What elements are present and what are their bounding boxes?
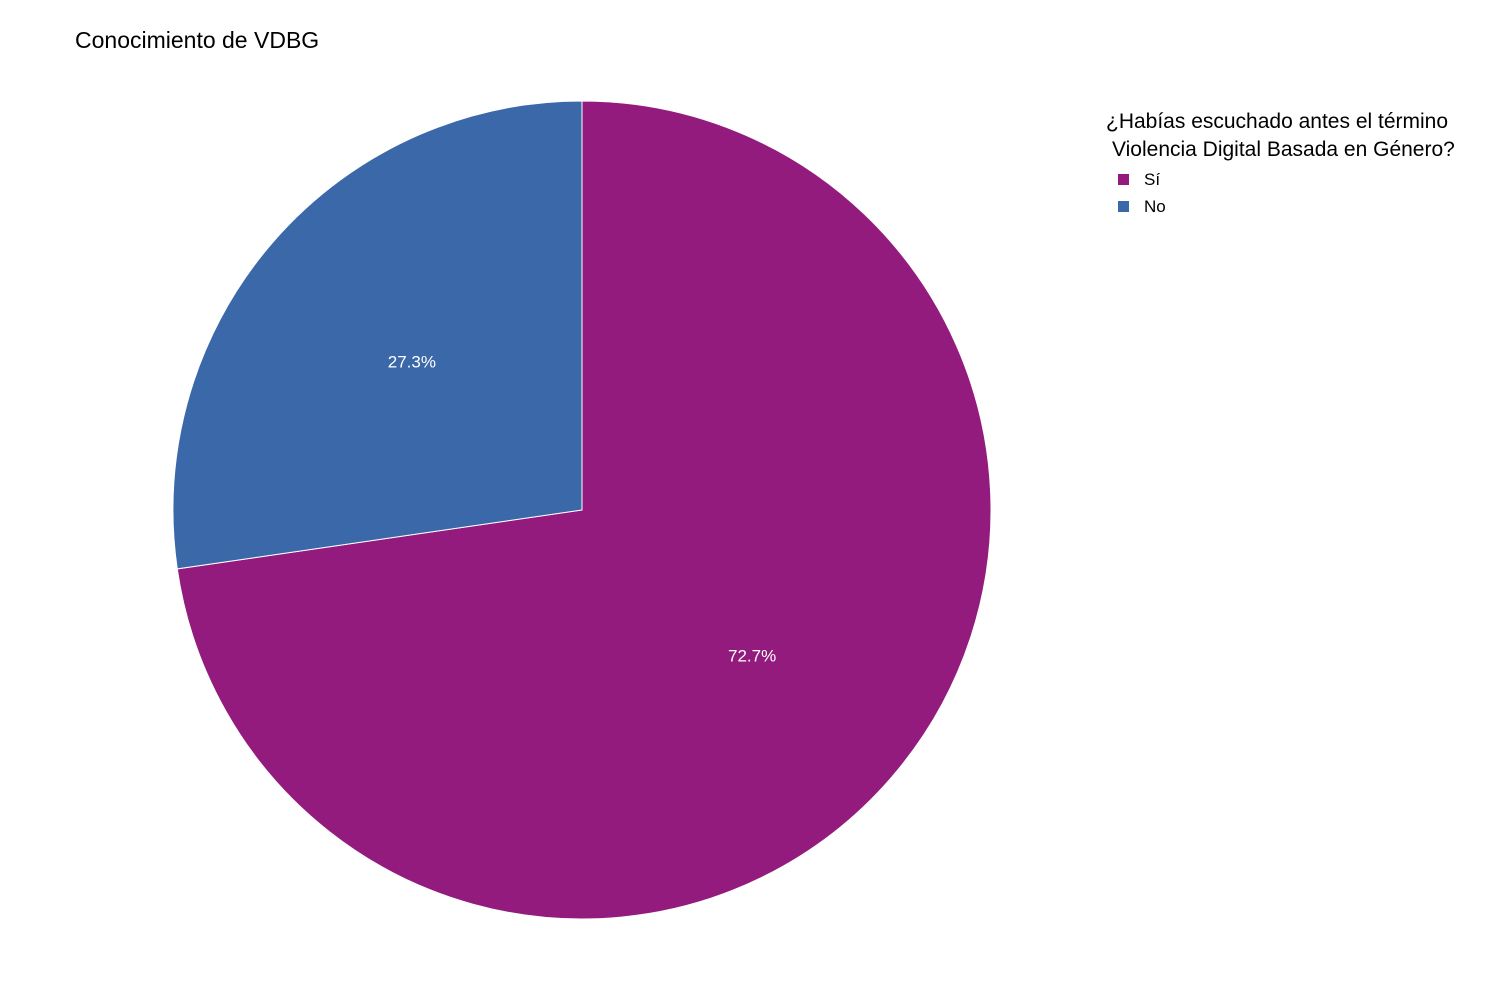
legend-title-line-2: Violencia Digital Basada en Género?: [1112, 138, 1455, 161]
legend-swatch-no: [1118, 201, 1129, 212]
pie-slices: [172, 100, 992, 920]
legend-item-si: Sí: [1118, 166, 1455, 193]
legend-item-no: No: [1118, 193, 1455, 220]
legend-label-no: No: [1144, 196, 1166, 216]
legend: ¿Habías escuchado antes el término Viole…: [1106, 108, 1455, 220]
legend-label-si: Sí: [1144, 169, 1161, 189]
legend-title: ¿Habías escuchado antes el término Viole…: [1106, 108, 1455, 164]
chart-title: Conocimiento de VDBG: [75, 27, 320, 53]
slice-label-si: 72.7%: [728, 647, 776, 666]
pie-slice-si: [176, 100, 992, 920]
legend-swatch-si: [1118, 174, 1129, 185]
legend-items: Sí No: [1106, 166, 1455, 220]
pie-slice-no: [172, 100, 583, 570]
slice-label-no: 27.3%: [388, 352, 436, 371]
pie-slice-labels: 72.7% 27.3%: [388, 352, 776, 665]
legend-title-line-1: ¿Habías escuchado antes el término: [1106, 110, 1449, 133]
